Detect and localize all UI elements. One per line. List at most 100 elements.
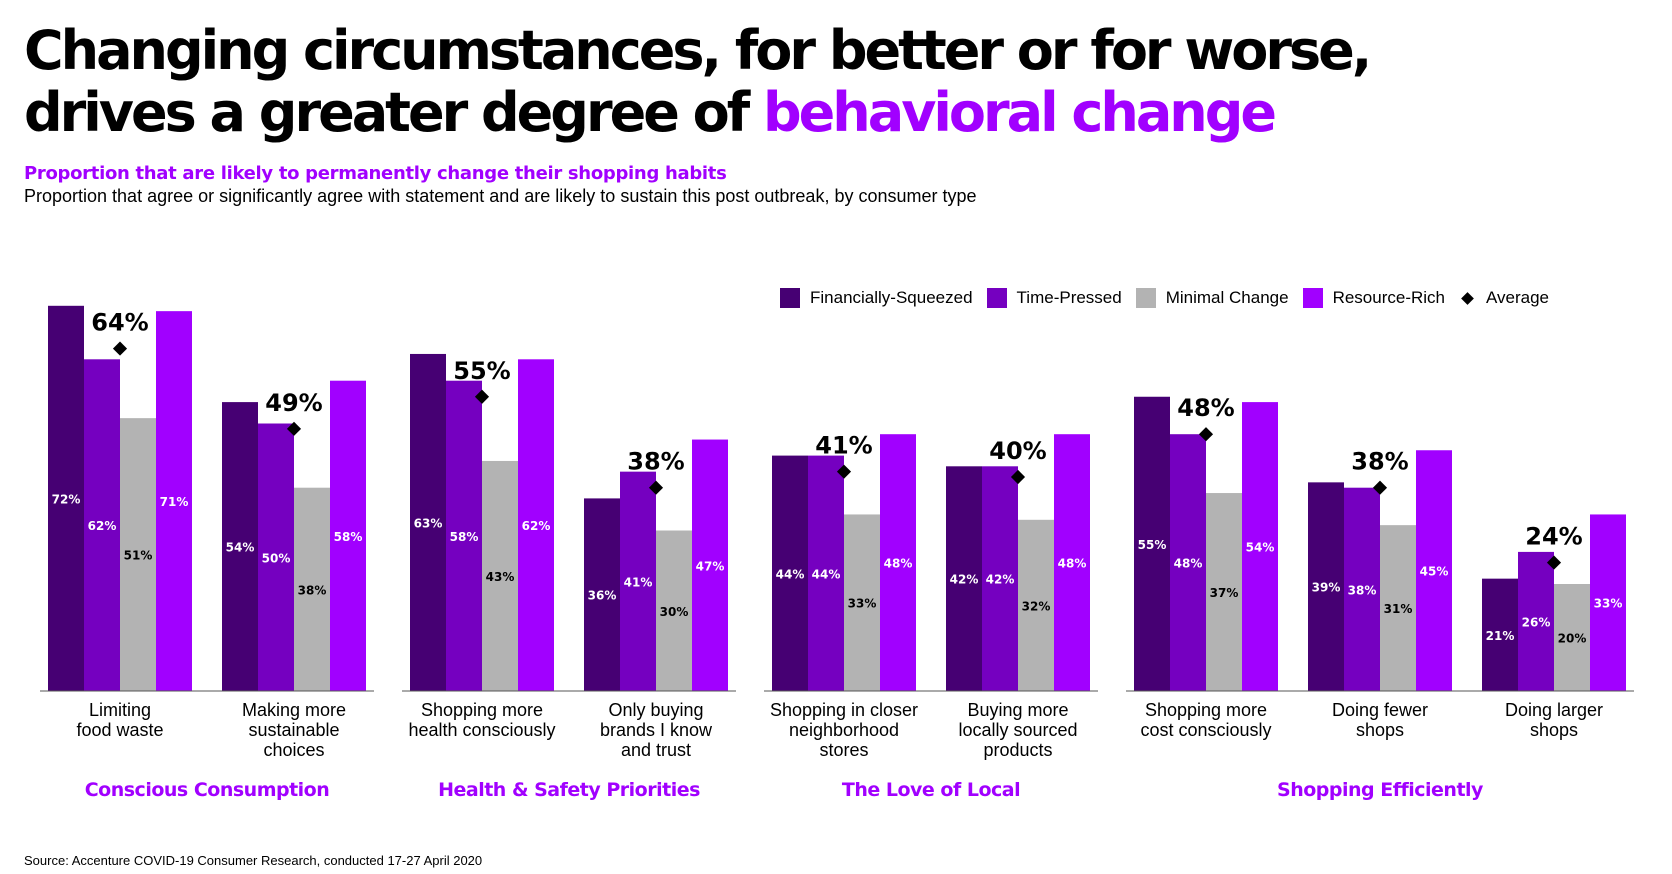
category-label: Shopping in closer — [770, 700, 918, 720]
bar — [446, 380, 482, 691]
category-label: brands I know — [600, 720, 713, 740]
bar — [808, 455, 844, 691]
bar — [1054, 434, 1090, 691]
average-value-label: 40% — [989, 437, 1046, 465]
bar-value-label: 58% — [334, 530, 363, 544]
bar-value-label: 39% — [1312, 581, 1341, 595]
legend-item-time-pressed: Time-Pressed — [986, 288, 1122, 308]
legend-label: Resource-Rich — [1332, 288, 1445, 307]
bar-value-label: 33% — [848, 597, 877, 611]
bar — [330, 380, 366, 691]
bar — [120, 418, 156, 691]
title-line-2: drives a greater degree of — [24, 81, 764, 144]
bar — [772, 455, 808, 691]
bar — [946, 466, 982, 691]
category-label: health consciously — [408, 720, 555, 740]
bar — [1518, 551, 1554, 691]
chart-legend: Financially-Squeezed Time-Pressed Minima… — [780, 288, 1563, 308]
legend-item-resource-rich: Resource-Rich — [1302, 288, 1445, 308]
bar — [518, 359, 554, 691]
bar-value-label: 54% — [1246, 541, 1275, 555]
bar — [1018, 519, 1054, 691]
group-label: Health & Safety Priorities — [438, 779, 700, 801]
legend-label: Financially-Squeezed — [810, 288, 973, 307]
legend-item-minimal-change: Minimal Change — [1135, 288, 1289, 308]
page-title: Changing circumstances, for better or fo… — [24, 19, 1372, 144]
legend-swatch — [1135, 288, 1156, 308]
bar-value-label: 31% — [1384, 602, 1413, 616]
average-value-label: 38% — [1351, 448, 1408, 476]
bar-value-label: 44% — [812, 567, 841, 581]
bar — [1554, 584, 1590, 691]
legend-swatch — [1302, 288, 1323, 308]
bar-value-label: 72% — [52, 492, 81, 506]
bar-value-label: 20% — [1558, 632, 1587, 646]
average-value-label: 48% — [1177, 394, 1234, 422]
group-label: Shopping Efficiently — [1277, 779, 1484, 801]
bar-value-label: 63% — [414, 516, 443, 530]
legend-label: Minimal Change — [1165, 288, 1289, 307]
bar — [982, 466, 1018, 691]
category-label: Making more — [242, 700, 346, 720]
average-value-label: 24% — [1525, 523, 1582, 551]
category-label: Shopping more — [1145, 700, 1267, 720]
category-label: shops — [1356, 720, 1404, 740]
average-marker — [1546, 555, 1562, 570]
average-marker — [836, 464, 852, 479]
bar — [84, 359, 120, 691]
bar-value-label: 50% — [262, 551, 291, 565]
average-marker — [1198, 427, 1214, 442]
average-value-label: 41% — [815, 432, 872, 460]
legend-swatch — [986, 288, 1007, 308]
bar-value-label: 43% — [486, 570, 515, 584]
category-label: Limiting — [89, 700, 151, 720]
legend-label: Average — [1486, 288, 1550, 307]
bar — [222, 402, 258, 691]
bar — [1170, 434, 1206, 691]
bar-value-label: 45% — [1420, 565, 1449, 579]
source-note: Source: Accenture COVID-19 Consumer Rese… — [24, 853, 483, 868]
legend-swatch — [780, 288, 800, 308]
bar — [48, 305, 84, 691]
bar-value-label: 48% — [884, 557, 913, 571]
average-marker — [286, 421, 302, 436]
category-label: Buying more — [967, 700, 1068, 720]
average-value-label: 55% — [453, 357, 510, 385]
bar — [294, 487, 330, 691]
legend-item-average: Average — [1459, 288, 1549, 308]
title-line-1: Changing circumstances, for better or fo… — [24, 19, 1372, 82]
bar — [156, 311, 192, 691]
bar — [880, 434, 916, 691]
bar-value-label: 37% — [1210, 586, 1239, 600]
group-label: The Love of Local — [842, 779, 1020, 801]
bar — [692, 439, 728, 691]
bar-value-label: 71% — [160, 495, 189, 509]
bar-value-label: 62% — [88, 519, 117, 533]
average-value-label: 49% — [265, 389, 322, 417]
bar-value-label: 38% — [1348, 583, 1377, 597]
average-value-label: 38% — [627, 448, 684, 476]
bar-value-label: 55% — [1138, 538, 1167, 552]
average-marker — [648, 480, 664, 495]
average-value-label: 64% — [91, 309, 148, 337]
bar-value-label: 26% — [1522, 615, 1551, 629]
category-label: neighborhood — [789, 720, 899, 740]
bar — [844, 514, 880, 691]
bar-value-label: 54% — [226, 541, 255, 555]
average-marker — [1372, 480, 1388, 495]
bar — [1134, 396, 1170, 691]
bar-value-label: 38% — [298, 583, 327, 597]
bar-value-label: 62% — [522, 519, 551, 533]
bar-value-label: 58% — [450, 530, 479, 544]
legend-label: Time-Pressed — [1016, 288, 1122, 307]
category-label: shops — [1530, 720, 1578, 740]
bar-value-label: 36% — [588, 589, 617, 603]
bar-value-label: 42% — [986, 573, 1015, 587]
bar-value-label: 44% — [776, 567, 805, 581]
bar — [1308, 482, 1344, 691]
bar — [258, 423, 294, 691]
bar — [584, 498, 620, 691]
legend-item-financially-squeezed: Financially-Squeezed — [780, 288, 973, 308]
bar — [1344, 487, 1380, 691]
